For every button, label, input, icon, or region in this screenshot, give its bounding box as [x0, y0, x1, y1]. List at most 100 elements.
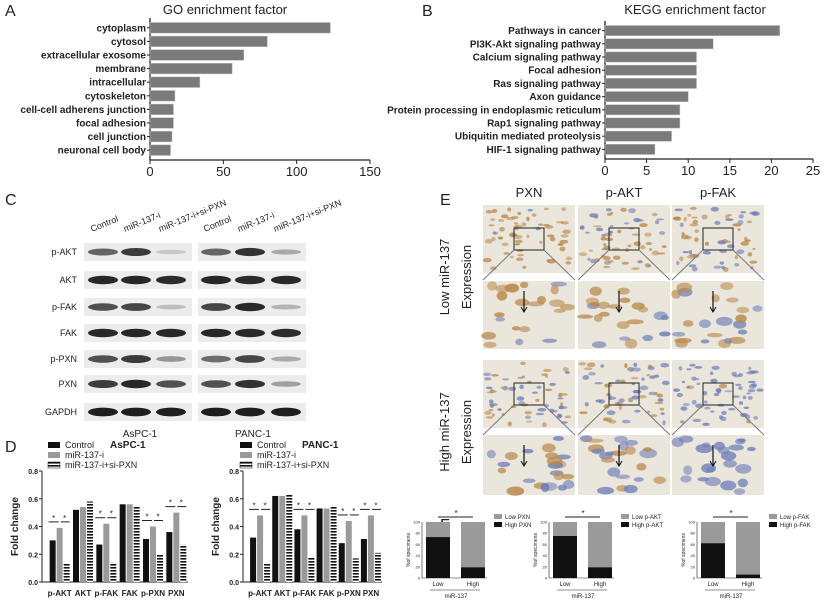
band [235, 328, 265, 338]
cell [748, 366, 752, 371]
x-tick-label: 5 [643, 163, 650, 178]
y-tick-label: 0 [418, 576, 421, 581]
lane-label: miR-137-i [122, 210, 162, 234]
cell [606, 393, 611, 397]
cell [718, 383, 728, 389]
cell-line-label: AsPC-1 [123, 429, 158, 440]
bar [87, 501, 93, 582]
cell [485, 415, 494, 419]
cell [621, 261, 629, 265]
significance-star: * [180, 499, 183, 508]
cell [714, 220, 721, 225]
band [156, 356, 186, 362]
cell [589, 286, 602, 296]
bar [103, 523, 110, 582]
cell [681, 380, 686, 384]
cell [541, 482, 558, 491]
legend-label: miR-137-i [65, 450, 104, 460]
bar [126, 504, 133, 582]
cell [736, 306, 750, 314]
cell [562, 229, 571, 234]
cell [509, 232, 517, 238]
legend-label: High p-AKT [632, 523, 663, 529]
legend-swatch [621, 514, 629, 519]
bar [110, 562, 117, 582]
x-tick-label: 0 [601, 163, 608, 178]
cell [751, 383, 758, 388]
significance-star: * [581, 509, 584, 518]
row-label: Low miR-137 [437, 239, 452, 316]
band [271, 275, 301, 285]
cell [542, 422, 547, 428]
cell [560, 406, 568, 409]
column-label: p-FAK [700, 185, 736, 200]
band [156, 249, 186, 255]
cell [702, 422, 710, 426]
y-tick-label: 0.8 [229, 469, 239, 476]
cell [496, 291, 508, 301]
cell [686, 385, 691, 389]
bar [80, 507, 86, 582]
cell [494, 312, 505, 318]
cell [527, 208, 533, 212]
cell [747, 252, 753, 257]
cell [603, 232, 613, 237]
chart-b: KEGG enrichment factor Pathways in cancer… [387, 2, 820, 178]
cell [488, 403, 498, 407]
cell [520, 281, 529, 289]
cell [565, 261, 571, 265]
cell [611, 247, 621, 251]
bar [294, 529, 301, 582]
zoom-box [513, 382, 545, 406]
significance-star: * [374, 501, 377, 510]
cell [609, 395, 613, 401]
arrow-icon [615, 460, 623, 467]
x-tick-label: 25 [806, 163, 820, 178]
cell [639, 448, 658, 459]
y-tick-label: 40 [543, 553, 548, 558]
cell [518, 400, 526, 406]
category-label: extracellular exosome [41, 51, 146, 62]
cell [737, 438, 746, 443]
cell [578, 252, 588, 257]
bar [604, 38, 714, 50]
bar [133, 505, 140, 582]
y-tick-label: 0.8 [28, 469, 38, 476]
cell [595, 258, 600, 263]
cell [656, 218, 664, 221]
cell [481, 331, 497, 340]
cell [624, 445, 636, 455]
cell [517, 376, 524, 379]
cell [556, 413, 562, 419]
cell [514, 298, 530, 307]
cell [717, 389, 721, 394]
cell [633, 241, 642, 247]
cell [746, 392, 751, 395]
panel-label-a: A [5, 3, 16, 20]
cell [598, 311, 610, 317]
cell [544, 388, 553, 392]
band [271, 304, 301, 310]
cell [504, 451, 518, 461]
cell [633, 217, 641, 223]
y-tick-label: 0.0 [28, 580, 38, 587]
cell [484, 377, 492, 381]
category-label: Ras signaling pathway [493, 79, 601, 90]
lane-label: Control [202, 214, 233, 234]
cell [543, 223, 550, 227]
bar-high [701, 543, 725, 578]
cell [694, 229, 699, 233]
cell [546, 258, 550, 263]
cell [672, 216, 681, 221]
zoom-line [638, 404, 671, 436]
cell [651, 250, 660, 256]
cell [606, 212, 613, 216]
cell [483, 372, 491, 377]
cell [723, 337, 733, 344]
cell [603, 255, 611, 261]
cell [617, 229, 621, 233]
ihc-image [483, 205, 575, 273]
significance-star: * [169, 499, 172, 508]
band [88, 407, 118, 417]
cell [660, 363, 670, 368]
